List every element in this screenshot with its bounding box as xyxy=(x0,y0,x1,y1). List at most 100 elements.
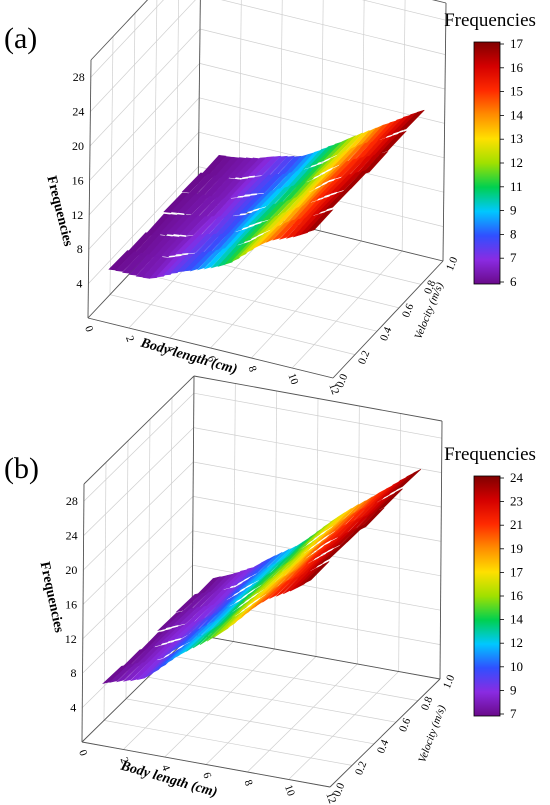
grid-line xyxy=(153,0,158,248)
z-tick-label: 28 xyxy=(73,70,85,84)
grid-line xyxy=(82,564,193,674)
x-tick-label: 12 xyxy=(326,382,341,396)
grid-line xyxy=(193,461,442,508)
grid-line xyxy=(103,720,353,766)
colorbar-tick-label: 12 xyxy=(510,635,523,650)
grid-line xyxy=(131,270,378,332)
x-tick-label: 4 xyxy=(164,344,177,354)
x-tick-label: 0 xyxy=(82,324,95,334)
x-axis-label: Body length (cm) xyxy=(138,335,239,377)
y-tick-label: 0.4 xyxy=(378,325,394,343)
grid-line xyxy=(220,0,446,55)
z-tick-label: 28 xyxy=(66,494,78,508)
grid-line xyxy=(193,427,442,473)
grid-line xyxy=(199,28,446,90)
colorbar-tick-label: 9 xyxy=(510,203,517,218)
surface-patch xyxy=(200,154,227,177)
colorbar-tick-label: 7 xyxy=(510,250,517,265)
y-axis-label: Velocity (m/s) xyxy=(416,703,448,764)
grid-line xyxy=(193,496,442,542)
grid-line xyxy=(199,97,445,159)
colorbar-tick-label: 17 xyxy=(510,564,524,579)
surface-patch xyxy=(379,130,407,154)
surface-patch xyxy=(398,109,425,132)
surface-patch xyxy=(303,561,330,584)
x-tick-label: 4 xyxy=(159,763,172,773)
grid-line xyxy=(361,0,446,21)
grid-line xyxy=(131,13,136,272)
panel-b: (b) 4812162024280246810120.00.20.40.60.8… xyxy=(4,375,536,805)
grid-line xyxy=(109,36,114,295)
frequency-surface xyxy=(108,109,425,279)
x-tick-label: 6 xyxy=(200,771,213,781)
axis-edge xyxy=(439,420,443,680)
grid-line xyxy=(88,166,199,284)
grid-line xyxy=(169,397,173,656)
z-tick-label: 20 xyxy=(65,563,77,577)
y-tick-label: 0.8 xyxy=(422,278,438,296)
colorbar-tick-label: 16 xyxy=(510,60,524,75)
axis-edge xyxy=(191,375,195,635)
grid-line xyxy=(398,413,402,672)
grid-line xyxy=(90,0,164,78)
axis-edge xyxy=(87,59,92,319)
grid-line xyxy=(89,28,201,147)
frequency-surface xyxy=(102,469,422,684)
grid-line xyxy=(315,398,319,657)
z-axis-label: Frequencies xyxy=(37,560,67,634)
y-tick-label: 0.6 xyxy=(400,302,416,320)
grid-line xyxy=(210,230,321,349)
surface-patch xyxy=(330,135,356,158)
z-tick-label: 12 xyxy=(71,208,83,222)
panel-label: (a) xyxy=(4,22,37,55)
grid-line xyxy=(123,641,234,750)
colorbar-tick-label: 14 xyxy=(510,107,524,122)
colorbar-tick-label: 9 xyxy=(510,682,517,697)
z-tick-label: 24 xyxy=(66,529,78,543)
grid-line xyxy=(83,461,194,571)
grid-line xyxy=(199,63,445,124)
colorbar-tick-label: 24 xyxy=(510,470,524,485)
panel-label: (b) xyxy=(4,452,39,485)
x-tick-label: 8 xyxy=(246,364,259,374)
grid-line xyxy=(109,294,356,355)
axis-edge xyxy=(81,741,331,788)
surface-patch xyxy=(361,151,389,175)
axis-edge xyxy=(197,0,201,202)
grid-line xyxy=(147,419,151,678)
grid-line xyxy=(169,655,419,701)
x-tick-label: 6 xyxy=(205,354,218,364)
z-tick-label: 8 xyxy=(71,666,77,680)
y-tick-label: 0.6 xyxy=(397,716,413,734)
z-tick-label: 16 xyxy=(65,597,77,611)
y-tick-label: 0.8 xyxy=(419,694,435,712)
grid-line xyxy=(125,698,375,745)
grid-line xyxy=(247,663,358,773)
surface-patch xyxy=(249,555,276,577)
grid-line xyxy=(88,131,200,250)
grid-line xyxy=(88,97,200,216)
surface-patch xyxy=(254,155,282,177)
y-tick-label: 1.0 xyxy=(444,255,460,273)
panel-a: (a) 4812162024280246810120.00.20.40.60.8… xyxy=(4,0,536,396)
x-tick-label: 2 xyxy=(123,334,136,343)
grid-line xyxy=(288,671,399,780)
grid-line xyxy=(198,131,444,193)
grid-line xyxy=(103,462,107,721)
grid-line xyxy=(251,240,362,359)
y-tick-label: 1.0 xyxy=(441,673,457,691)
surface-patch xyxy=(326,508,352,531)
axis-edge xyxy=(191,633,441,680)
colorbar-gradient xyxy=(473,41,501,285)
axis-edge xyxy=(87,317,334,379)
colorbar-tick-label: 17 xyxy=(510,36,524,51)
grid-line xyxy=(82,530,194,640)
axis-edge xyxy=(90,0,149,61)
z-tick-label: 4 xyxy=(76,277,82,291)
colorbar-tick-label: 21 xyxy=(510,517,523,532)
grid-line xyxy=(164,648,275,758)
axis-edge xyxy=(332,260,444,379)
axis-edge xyxy=(83,375,195,485)
